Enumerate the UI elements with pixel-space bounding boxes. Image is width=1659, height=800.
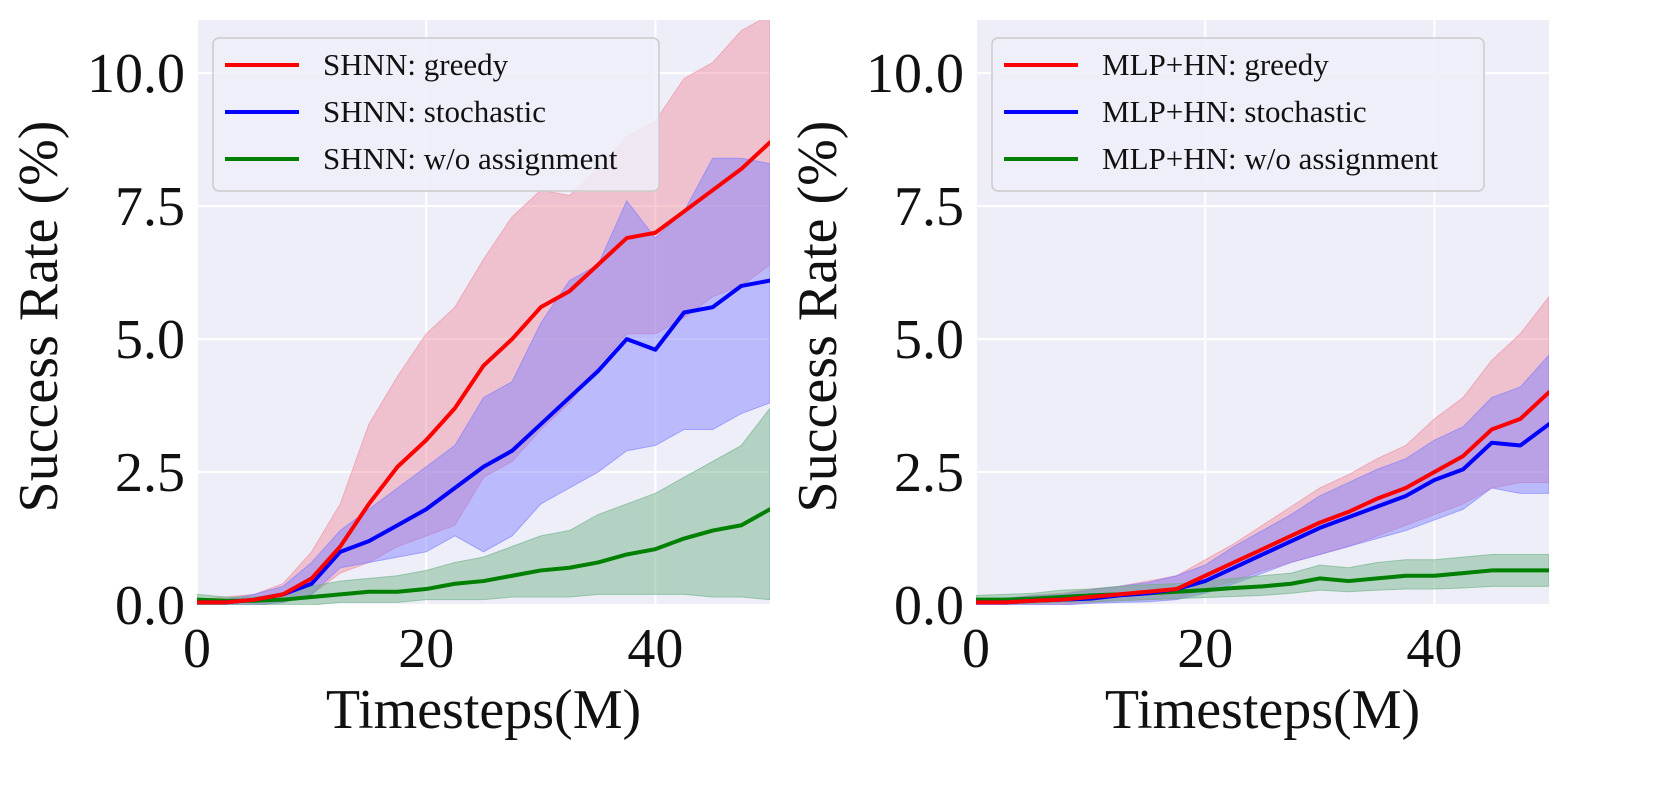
greedy-line (197, 140, 770, 605)
y-tick-label: 5.0 (115, 309, 185, 371)
y-tick-label: 7.5 (115, 176, 185, 238)
x-tick-label: 20 (1177, 618, 1233, 680)
legend-entry: MLP+HN: greedy (1102, 47, 1329, 82)
y-axis-label: Success Rate (%) (787, 121, 849, 513)
x-tick-label: 0 (183, 618, 211, 680)
legend-entry: SHNN: w/o assignment (323, 141, 618, 176)
series-group (976, 295, 1549, 605)
legend-entry: SHNN: greedy (323, 47, 509, 82)
wo_assignment-confidence-band (976, 553, 1549, 605)
y-tick-label: 10.0 (87, 43, 185, 105)
legend-box (991, 37, 1485, 192)
wo_assignment-line (976, 568, 1549, 602)
x-axis-label: Timesteps(M) (1105, 679, 1420, 741)
y-tick-label: 5.0 (894, 309, 964, 371)
greedy-line (976, 390, 1549, 605)
y-tick-label: 2.5 (894, 442, 964, 504)
stochastic-confidence-band (197, 157, 770, 605)
legend-entry: MLP+HN: stochastic (1102, 94, 1367, 129)
y-tick-label: 2.5 (115, 442, 185, 504)
x-tick-label: 40 (627, 618, 683, 680)
y-tick-label: 7.5 (894, 176, 964, 238)
y-tick-label: 10.0 (866, 43, 964, 105)
y-tick-label: 0.0 (115, 575, 185, 637)
y-tick-label: 0.0 (894, 575, 964, 637)
x-tick-label: 0 (962, 618, 990, 680)
legend: MLP+HN: greedy MLP+HN: stochastic MLP+HN: … (991, 37, 1485, 192)
y-axis-label: Success Rate (%) (8, 121, 70, 513)
x-tick-label: 20 (398, 618, 454, 680)
legend-box (212, 37, 660, 192)
legend: SHNN: greedy SHNN: stochastic SHNN: w/o as… (212, 37, 660, 192)
x-tick-label: 40 (1406, 618, 1462, 680)
wo_assignment-line (197, 507, 770, 603)
legend-entry: MLP+HN: w/o assignment (1102, 141, 1438, 176)
legend-entry: SHNN: stochastic (323, 94, 546, 129)
x-axis-label: Timesteps(M) (326, 679, 641, 741)
